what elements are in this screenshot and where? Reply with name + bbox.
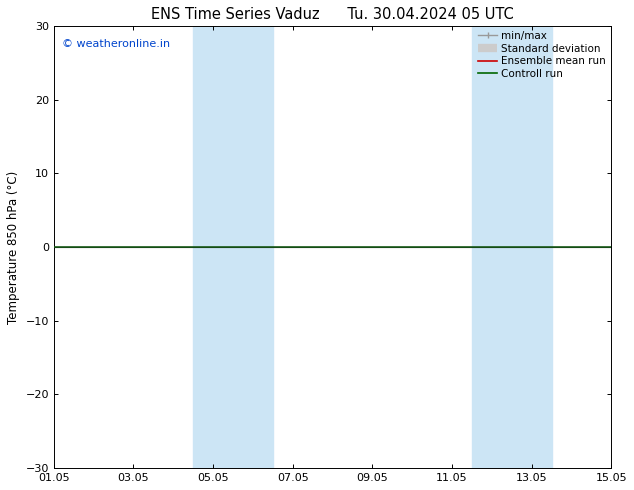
Bar [193, 26, 273, 468]
Text: © weatheronline.in: © weatheronline.in [62, 39, 171, 49]
Bar [472, 26, 552, 468]
Legend: min/max, Standard deviation, Ensemble mean run, Controll run: min/max, Standard deviation, Ensemble me… [476, 29, 608, 81]
Title: ENS Time Series Vaduz      Tu. 30.04.2024 05 UTC: ENS Time Series Vaduz Tu. 30.04.2024 05 … [151, 7, 514, 22]
Y-axis label: Temperature 850 hPa (°C): Temperature 850 hPa (°C) [7, 171, 20, 324]
